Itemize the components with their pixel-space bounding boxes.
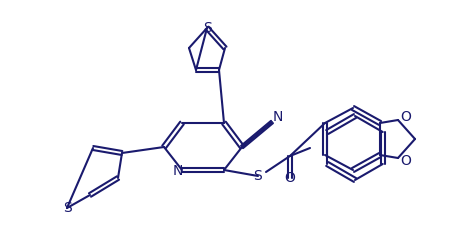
Text: O: O <box>400 110 411 124</box>
Text: S: S <box>63 201 72 215</box>
Text: N: N <box>273 110 283 124</box>
Text: S: S <box>254 169 262 183</box>
Text: O: O <box>284 171 296 185</box>
Text: S: S <box>202 21 211 35</box>
Text: N: N <box>173 164 183 178</box>
Text: O: O <box>400 154 411 168</box>
